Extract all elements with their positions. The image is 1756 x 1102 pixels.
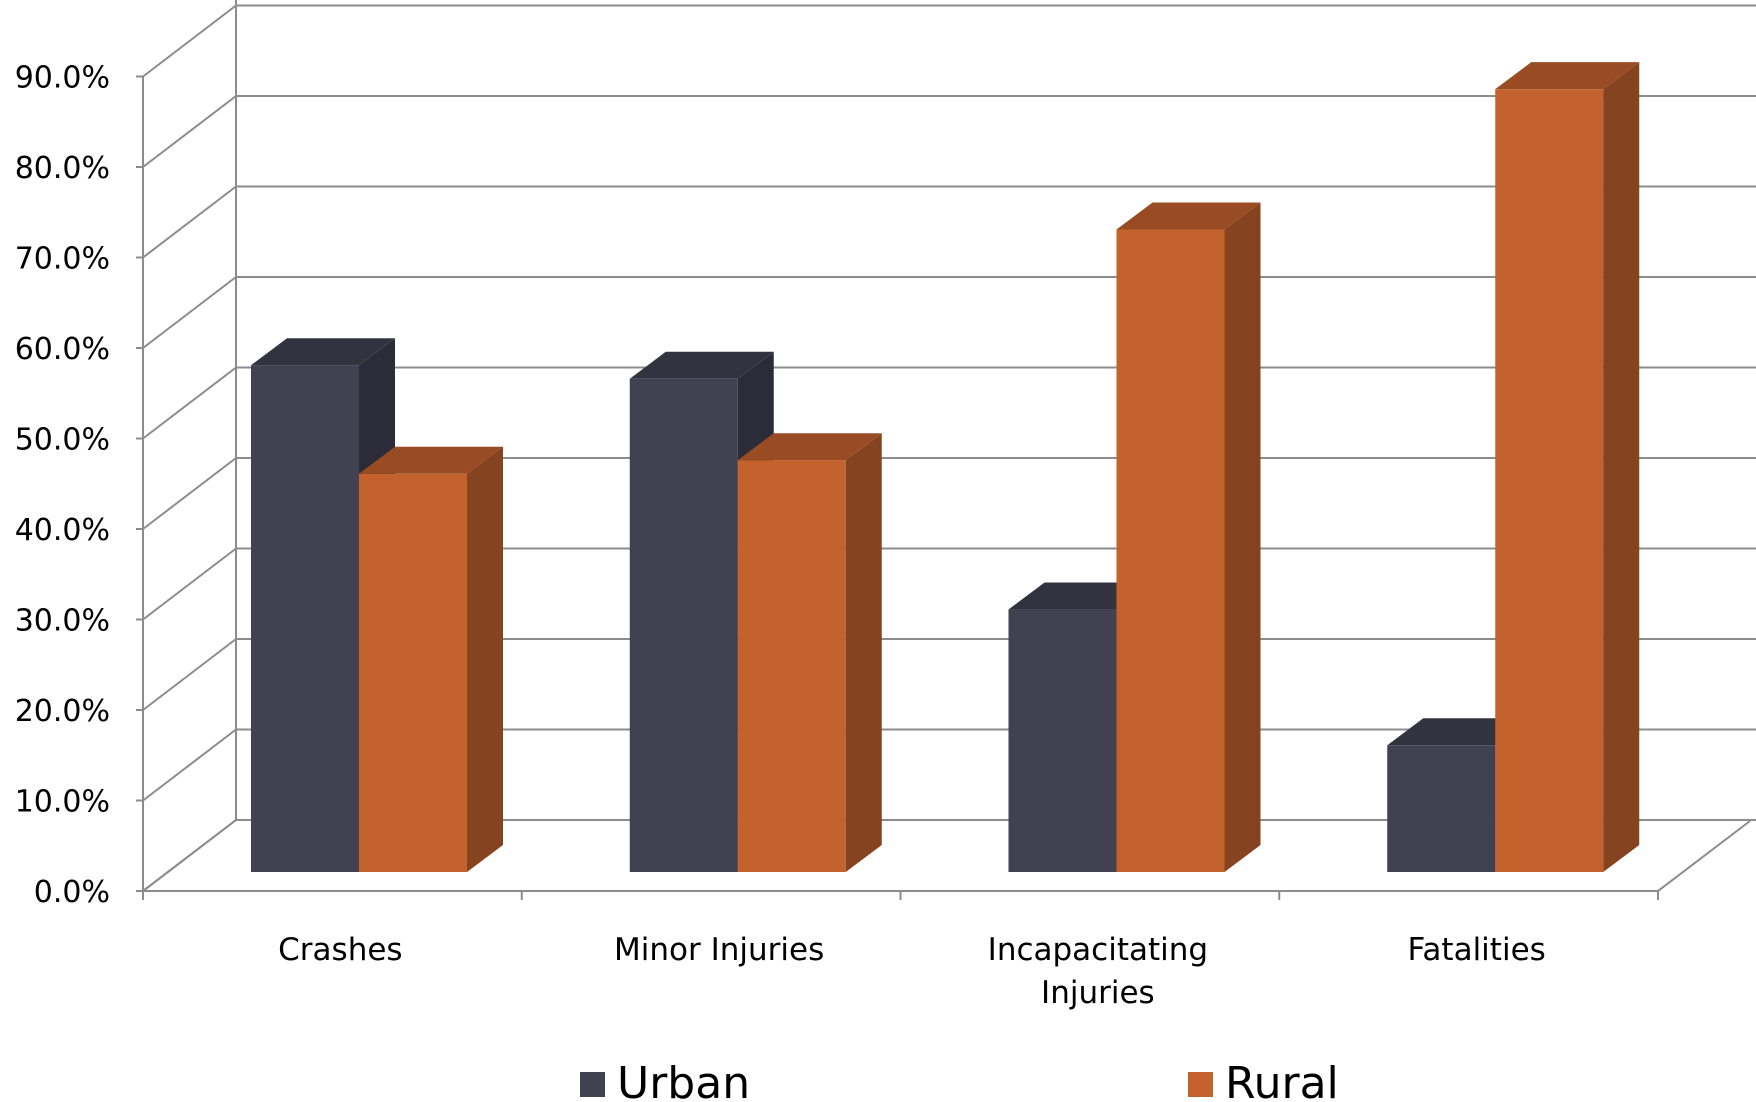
- gridline-side: [142, 95, 237, 168]
- bar-side-rural: [1224, 202, 1261, 872]
- bar-rural: [1116, 229, 1225, 872]
- y-tick-label: 60.0%: [15, 332, 110, 367]
- bar-top-rural: [737, 433, 882, 461]
- bar-top-urban: [251, 338, 395, 366]
- y-tick-label: 50.0%: [15, 423, 110, 458]
- bar-top-rural: [1495, 62, 1640, 90]
- gridline-side: [142, 728, 237, 802]
- gridline-side: [142, 4, 237, 78]
- bar-top-urban: [629, 351, 774, 379]
- gridline-side: [142, 547, 237, 621]
- legend: Urban Rural: [580, 1058, 1339, 1102]
- x-category-label: Minor Injuries: [614, 932, 824, 968]
- bar-side-rural: [845, 433, 882, 872]
- gridline-side: [142, 457, 237, 530]
- axes: [136, 75, 1659, 900]
- y-tick-label: 30.0%: [15, 604, 110, 639]
- y-tick-label: 10.0%: [15, 785, 110, 820]
- gridline-side: [142, 185, 237, 259]
- bar-side-rural: [467, 446, 503, 872]
- bars: [251, 62, 1640, 873]
- bar-rural: [359, 473, 467, 872]
- x-category-label: Crashes: [278, 932, 402, 968]
- x-category-label: Fatalities: [1407, 932, 1545, 968]
- y-tick-label: 40.0%: [15, 513, 110, 548]
- bar-urban: [1387, 745, 1496, 872]
- bar-urban: [1008, 609, 1117, 872]
- x-category-label: Incapacitating: [988, 932, 1208, 968]
- bar-top-rural: [1116, 202, 1261, 230]
- labels: 0.0% 10.0% 20.0% 30.0% 40.0% 50.0% 60.0% 70.0% 8…: [15, 61, 1546, 1012]
- bar-side-rural: [1603, 62, 1640, 873]
- legend-swatch: [580, 1072, 605, 1097]
- legend-label: Rural: [1225, 1058, 1339, 1102]
- y-tick-label: 20.0%: [15, 694, 110, 729]
- gridline-side: [142, 638, 237, 711]
- bar-rural: [737, 460, 846, 872]
- bar-urban: [629, 378, 738, 872]
- gridline-side: [142, 366, 237, 440]
- y-tick-label: 80.0%: [15, 151, 110, 186]
- bar-rural: [1495, 89, 1604, 873]
- floor-right-edge: [1657, 820, 1751, 892]
- bar-urban: [251, 365, 359, 872]
- y-tick-label: 0.0%: [34, 875, 110, 910]
- y-tick-label: 90.0%: [15, 61, 110, 96]
- legend-label: Urban: [617, 1058, 750, 1102]
- bar-top-rural: [359, 446, 503, 474]
- x-category-label: Injuries: [1041, 975, 1155, 1011]
- y-tick-label: 70.0%: [15, 242, 110, 277]
- legend-swatch: [1188, 1072, 1213, 1097]
- gridline-side: [142, 276, 237, 349]
